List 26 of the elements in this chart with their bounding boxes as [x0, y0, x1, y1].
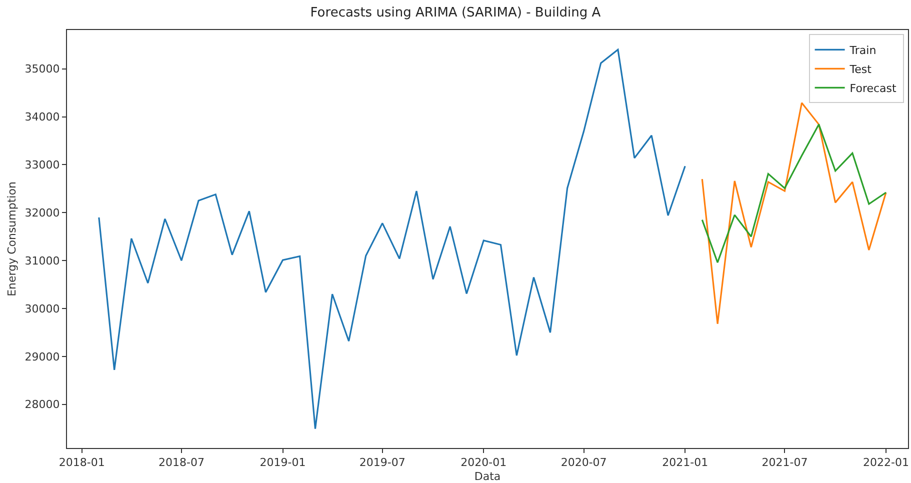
x-tick-label: 2020-01 [460, 456, 507, 470]
y-axis-title: Energy Consumption [5, 182, 18, 296]
x-tick-label: 2019-07 [359, 456, 406, 470]
y-tick-label: 33000 [24, 158, 60, 172]
x-tick-label: 2018-01 [58, 456, 105, 470]
y-tick-label: 34000 [24, 110, 60, 124]
x-tick-label: 2018-07 [158, 456, 204, 470]
x-tick-label: 2021-07 [762, 456, 808, 470]
y-tick-label: 30000 [24, 302, 60, 316]
y-tick-label: 29000 [24, 350, 60, 364]
legend-label: Forecast [850, 82, 898, 95]
legend-label: Test [848, 62, 872, 76]
x-tick-label: 2020-07 [560, 456, 607, 470]
x-tick-label: 2022-01 [862, 456, 909, 470]
line-series [701, 102, 887, 325]
x-tick-label: 2019-01 [260, 456, 306, 470]
x-tick-label: 2021-01 [662, 456, 708, 470]
line-series [98, 48, 686, 430]
chart-title: Forecasts using ARIMA (SARIMA) - Building A [310, 5, 601, 20]
y-tick-label: 31000 [24, 254, 60, 268]
y-tick-label: 35000 [24, 62, 60, 76]
y-tick-label: 32000 [24, 206, 60, 220]
x-axis-title: Data [474, 470, 501, 483]
y-tick-label: 28000 [24, 398, 60, 412]
legend-label: Train [848, 44, 876, 57]
line-series [701, 124, 887, 264]
